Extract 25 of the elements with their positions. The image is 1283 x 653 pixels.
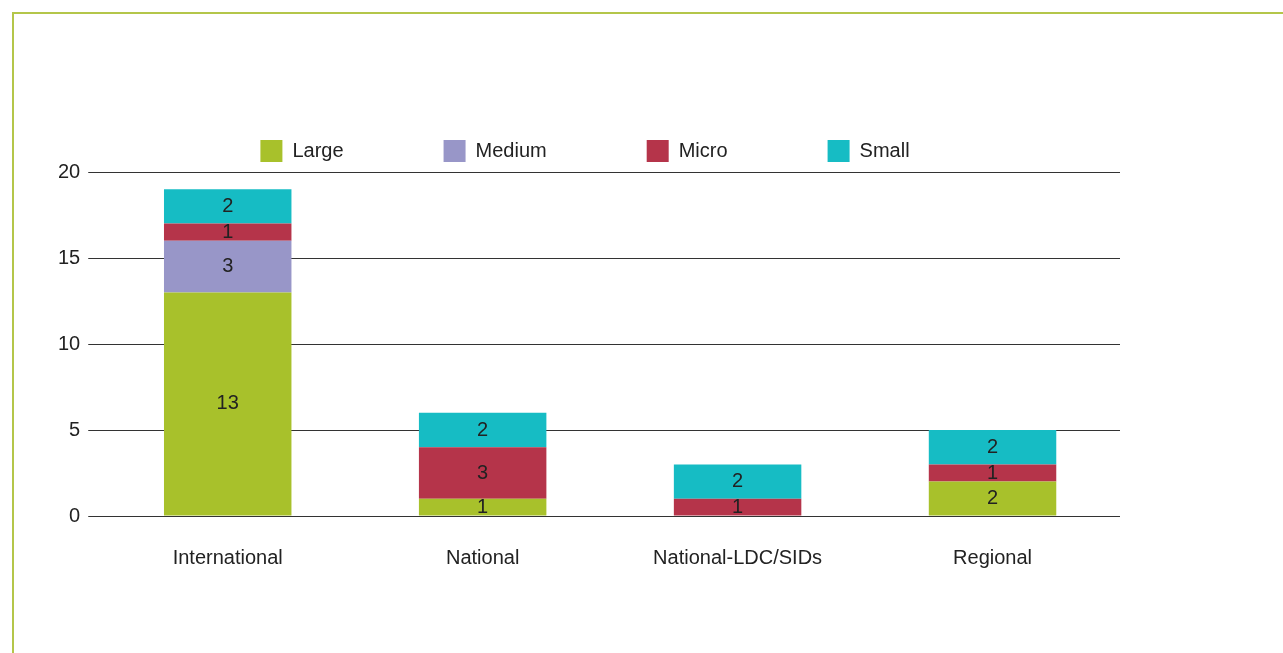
y-tick-label: 10 xyxy=(58,331,81,354)
data-label: 2 xyxy=(222,193,234,216)
y-tick-label: 20 xyxy=(58,159,81,182)
x-tick-label: National xyxy=(445,545,520,568)
data-label: 2 xyxy=(732,469,744,492)
data-label: 2 xyxy=(986,434,999,457)
data-label: 3 xyxy=(222,254,234,277)
x-tick-label: National-LDC/SIDs xyxy=(653,545,823,568)
legend-label: Small xyxy=(859,138,910,161)
y-tick-label: 0 xyxy=(69,503,81,526)
data-label: 2 xyxy=(986,486,999,509)
legend-label: Large xyxy=(292,138,344,161)
data-label: 2 xyxy=(477,417,489,440)
data-label: 3 xyxy=(477,460,489,483)
x-tick-label: International xyxy=(172,545,283,568)
data-label: 1 xyxy=(222,219,234,242)
data-label: 1 xyxy=(732,494,744,517)
y-tick-label: 15 xyxy=(58,245,81,268)
data-label: 1 xyxy=(477,494,489,517)
legend-label: Medium xyxy=(475,138,547,161)
x-tick-label: Regional xyxy=(953,545,1033,568)
data-label: 13 xyxy=(216,391,239,414)
y-tick-label: 5 xyxy=(69,417,81,440)
data-label: 1 xyxy=(986,460,999,483)
legend-label: Micro xyxy=(678,138,728,161)
